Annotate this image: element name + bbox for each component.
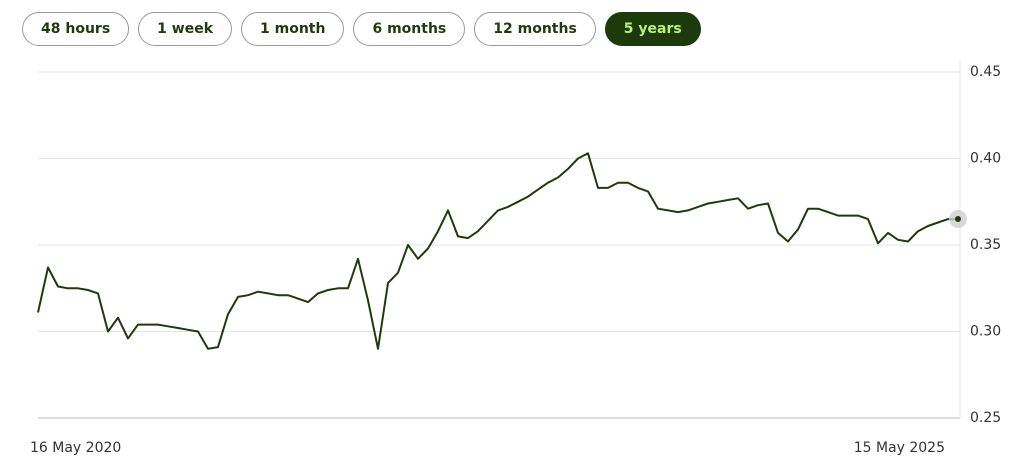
range-tab[interactable]: 6 months <box>353 12 466 46</box>
range-tab[interactable]: 1 week <box>138 12 233 46</box>
range-tab[interactable]: 1 month <box>241 12 345 46</box>
range-tabs: 48 hours 1 week 1 month 6 months 12 months 5 … <box>22 12 701 46</box>
y-tick-label: 0.30 <box>970 324 1001 340</box>
range-tab[interactable]: 48 hours <box>22 12 130 46</box>
end-point <box>955 216 961 223</box>
range-tab[interactable]: 5 years <box>604 12 701 46</box>
range-tab[interactable]: 12 months <box>474 12 596 46</box>
x-label: 16 May 2020 <box>30 440 121 456</box>
y-tick-label: 0.35 <box>970 237 1001 253</box>
y-tick-label: 0.40 <box>970 151 1001 167</box>
y-tick-label: 0.45 <box>970 64 1001 80</box>
x-label: 15 May 2025 <box>854 440 945 456</box>
price-line <box>37 152 958 350</box>
y-tick-label: 0.25 <box>970 410 1001 426</box>
